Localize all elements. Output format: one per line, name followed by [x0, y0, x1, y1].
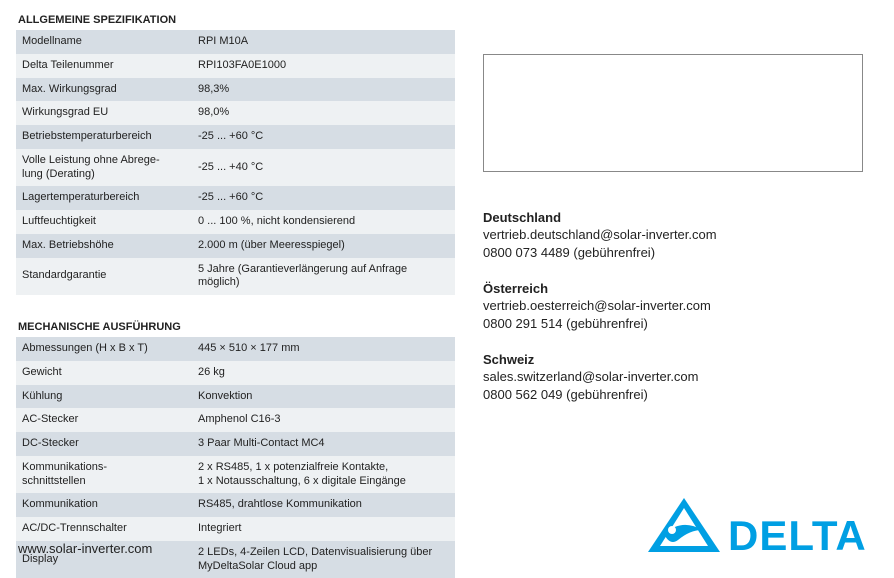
spec-label: Lagertemperaturbereich — [16, 186, 192, 210]
table-row: Max. Wirkungsgrad98,3% — [16, 78, 455, 102]
svg-text:DELTA: DELTA — [728, 512, 867, 558]
section1-title: ALLGEMEINE SPEZIFIKATION — [18, 14, 455, 26]
contact-country: Schweiz — [483, 352, 876, 367]
contact-country: Deutschland — [483, 210, 876, 225]
table-row: Gewicht26 kg — [16, 361, 455, 385]
table-row: ModellnameRPI M10A — [16, 30, 455, 54]
spec-label: Delta Teilenummer — [16, 54, 192, 78]
spec-label: Max. Betriebshöhe — [16, 234, 192, 258]
table-row: AC-SteckerAmphenol C16-3 — [16, 408, 455, 432]
contacts-region: Deutschlandvertrieb.deutschland@solar-in… — [483, 210, 876, 403]
contact-phone: 0800 562 049 (gebührenfrei) — [483, 386, 876, 404]
table-row: Kommunikations- schnittstellen2 x RS485,… — [16, 456, 455, 494]
table-row: Luftfeuchtigkeit0 ... 100 %, nicht konde… — [16, 210, 455, 234]
table-row: DC-Stecker3 Paar Multi-Contact MC4 — [16, 432, 455, 456]
footer-url: www.solar-inverter.com — [18, 541, 152, 556]
spec-label: AC-Stecker — [16, 408, 192, 432]
spec-value: 5 Jahre (Garantieverlängerung auf Anfrag… — [192, 258, 455, 296]
spec-value: Amphenol C16-3 — [192, 408, 455, 432]
spec-value: -25 ... +60 °C — [192, 125, 455, 149]
spec-value: 98,0% — [192, 101, 455, 125]
contact-block: Österreichvertrieb.oesterreich@solar-inv… — [483, 281, 876, 332]
table-row: AC/DC-TrennschalterIntegriert — [16, 517, 455, 541]
table-row: Delta TeilenummerRPI103FA0E1000 — [16, 54, 455, 78]
table-row: Volle Leistung ohne Abrege- lung (Derati… — [16, 149, 455, 187]
spec-value: 0 ... 100 %, nicht kondensierend — [192, 210, 455, 234]
contact-country: Österreich — [483, 281, 876, 296]
spec-value: Konvektion — [192, 385, 455, 409]
spec-value: 26 kg — [192, 361, 455, 385]
spec-label: Kühlung — [16, 385, 192, 409]
table-row: Abmessungen (H x B x T)445 × 510 × 177 m… — [16, 337, 455, 361]
spec-label: Betriebstemperaturbereich — [16, 125, 192, 149]
spec-label: DC-Stecker — [16, 432, 192, 456]
spec-value: Integriert — [192, 517, 455, 541]
spec-value: -25 ... +40 °C — [192, 149, 455, 187]
contact-block: Deutschlandvertrieb.deutschland@solar-in… — [483, 210, 876, 261]
spec-label: AC/DC-Trennschalter — [16, 517, 192, 541]
table-row: Max. Betriebshöhe2.000 m (über Meeresspi… — [16, 234, 455, 258]
left-column: ALLGEMEINE SPEZIFIKATION ModellnameRPI M… — [0, 0, 455, 566]
contact-phone: 0800 291 514 (gebührenfrei) — [483, 315, 876, 333]
spec-label: Wirkungsgrad EU — [16, 101, 192, 125]
section2-title: MECHANISCHE AUSFÜHRUNG — [18, 321, 455, 333]
spec-value: 2 LEDs, 4-Zeilen LCD, Datenvisualisierun… — [192, 541, 455, 578]
table-row: Wirkungsgrad EU98,0% — [16, 101, 455, 125]
spec-label: Kommunikations- schnittstellen — [16, 456, 192, 494]
table-row: Standardgarantie5 Jahre (Garantieverläng… — [16, 258, 455, 296]
contact-email: vertrieb.deutschland@solar-inverter.com — [483, 226, 876, 244]
spec-value: 3 Paar Multi-Contact MC4 — [192, 432, 455, 456]
spec-label: Kommunikation — [16, 493, 192, 517]
spec-value: RS485, drahtlose Kommunikation — [192, 493, 455, 517]
spec-label: Volle Leistung ohne Abrege- lung (Derati… — [16, 149, 192, 187]
spec-label: Max. Wirkungsgrad — [16, 78, 192, 102]
spec-value: 98,3% — [192, 78, 455, 102]
spec-table-1: ModellnameRPI M10ADelta TeilenummerRPI10… — [16, 30, 455, 295]
spec-label: Gewicht — [16, 361, 192, 385]
contact-block: Schweizsales.switzerland@solar-inverter.… — [483, 352, 876, 403]
table-row: Lagertemperaturbereich-25 ... +60 °C — [16, 186, 455, 210]
contact-email: sales.switzerland@solar-inverter.com — [483, 368, 876, 386]
spec-label: Abmessungen (H x B x T) — [16, 337, 192, 361]
contact-phone: 0800 073 4489 (gebührenfrei) — [483, 244, 876, 262]
spec-label: Standardgarantie — [16, 258, 192, 296]
spec-value: -25 ... +60 °C — [192, 186, 455, 210]
spec-value: RPI M10A — [192, 30, 455, 54]
contact-email: vertrieb.oesterreich@solar-inverter.com — [483, 297, 876, 315]
spec-value: RPI103FA0E1000 — [192, 54, 455, 78]
right-column: Deutschlandvertrieb.deutschland@solar-in… — [455, 0, 894, 566]
image-placeholder — [483, 54, 863, 172]
table-row: KommunikationRS485, drahtlose Kommunikat… — [16, 493, 455, 517]
spec-label: Luftfeuchtigkeit — [16, 210, 192, 234]
table-row: Betriebstemperaturbereich-25 ... +60 °C — [16, 125, 455, 149]
spec-value: 445 × 510 × 177 mm — [192, 337, 455, 361]
delta-logo: DELTA — [646, 494, 876, 558]
table-row: KühlungKonvektion — [16, 385, 455, 409]
spec-value: 2.000 m (über Meeresspiegel) — [192, 234, 455, 258]
spec-value: 2 x RS485, 1 x potenzialfreie Kontakte, … — [192, 456, 455, 494]
spec-label: Modellname — [16, 30, 192, 54]
